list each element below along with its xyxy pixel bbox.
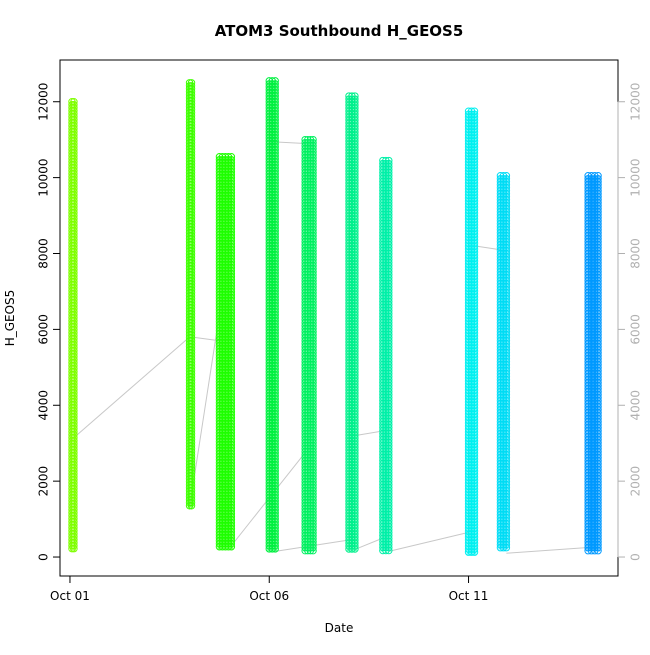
data-point xyxy=(271,542,279,550)
connector-lines xyxy=(71,141,589,554)
y-axis-left: 0 2000 4000 6000 8000 10000 12000 xyxy=(37,83,61,561)
data-point xyxy=(187,499,196,507)
series-4 xyxy=(301,135,317,555)
connector-line-9 xyxy=(474,245,501,251)
series-3 xyxy=(265,77,279,553)
data-series xyxy=(68,77,602,556)
y-tick-label: 2000 xyxy=(37,466,51,497)
y-tick-label: 10000 xyxy=(37,159,51,197)
y-right-tick-label: 10000 xyxy=(629,159,643,197)
data-point xyxy=(309,543,317,552)
connector-line-0 xyxy=(71,336,190,440)
y-right-tick-label: 4000 xyxy=(629,390,643,421)
data-point xyxy=(187,502,196,510)
data-point xyxy=(385,546,393,555)
connector-line-10 xyxy=(506,547,589,554)
x-tick-label: Oct 01 xyxy=(50,589,90,603)
y-tick-label: 4000 xyxy=(37,390,51,421)
y-right-tick-label: 2000 xyxy=(629,466,643,497)
connector-line-1 xyxy=(191,336,220,342)
connector-line-8 xyxy=(388,531,469,552)
x-axis-label: Date xyxy=(325,621,354,635)
series-8 xyxy=(496,172,511,552)
series-0 xyxy=(68,98,78,553)
data-point xyxy=(227,543,236,551)
data-point xyxy=(351,542,359,550)
y-tick-label: 8000 xyxy=(37,238,51,269)
y-right-tick-label: 8000 xyxy=(629,238,643,269)
x-tick-label: Oct 11 xyxy=(449,589,489,603)
data-point xyxy=(309,546,317,555)
data-point xyxy=(594,547,602,555)
data-point xyxy=(470,545,479,553)
y-right-tick-label: 0 xyxy=(629,553,643,561)
series-7 xyxy=(464,107,479,556)
data-point xyxy=(227,540,236,548)
y-tick-label: 6000 xyxy=(37,314,51,345)
plot-box xyxy=(59,59,619,577)
series-2 xyxy=(215,153,236,551)
data-point xyxy=(70,542,78,550)
x-tick-label: Oct 06 xyxy=(249,589,289,603)
data-point xyxy=(594,544,602,552)
series-5 xyxy=(345,92,359,553)
data-point xyxy=(271,545,279,553)
series-4-core xyxy=(303,139,316,552)
data-point xyxy=(470,548,479,556)
y-right-tick-label: 6000 xyxy=(629,314,643,345)
chart-title: ATOM3 Southbound H_GEOS5 xyxy=(215,22,464,40)
series-9 xyxy=(584,172,602,555)
y-tick-label: 12000 xyxy=(37,83,51,121)
x-axis: Oct 01 Oct 06 Oct 11 xyxy=(50,575,489,603)
y-tick-label: 0 xyxy=(37,553,51,561)
y-right-tick-label: 12000 xyxy=(629,83,643,121)
data-point xyxy=(385,543,393,552)
data-point xyxy=(502,544,511,552)
data-point xyxy=(351,545,359,553)
series-6 xyxy=(379,156,393,555)
y-axis-right: 0 2000 4000 6000 8000 10000 12000 xyxy=(617,83,643,561)
data-point xyxy=(70,545,78,553)
connector-line-6 xyxy=(354,537,384,550)
series-1 xyxy=(185,79,196,510)
y-axis-label: H_GEOS5 xyxy=(3,290,17,347)
data-point xyxy=(502,541,511,549)
